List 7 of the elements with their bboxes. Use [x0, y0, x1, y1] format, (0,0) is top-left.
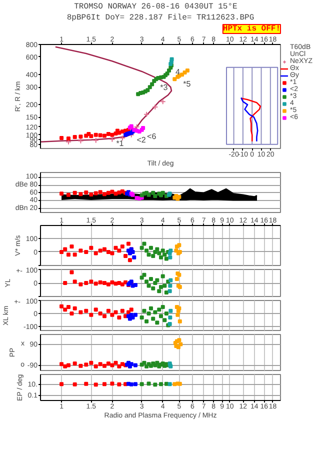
- annotation: *5: [183, 80, 192, 89]
- chart-title: TROMSO NORWAY 26-08-16 0430UT 15°E: [74, 2, 238, 12]
- chart-subtitle: 8pBP6It DoY= 228.187 File= TR112623.BPG: [66, 14, 254, 22]
- annotation: <2: [136, 135, 146, 144]
- annotation: <6: [147, 132, 157, 142]
- annotation: *1: [116, 138, 124, 148]
- annotation: *3: [160, 83, 168, 92]
